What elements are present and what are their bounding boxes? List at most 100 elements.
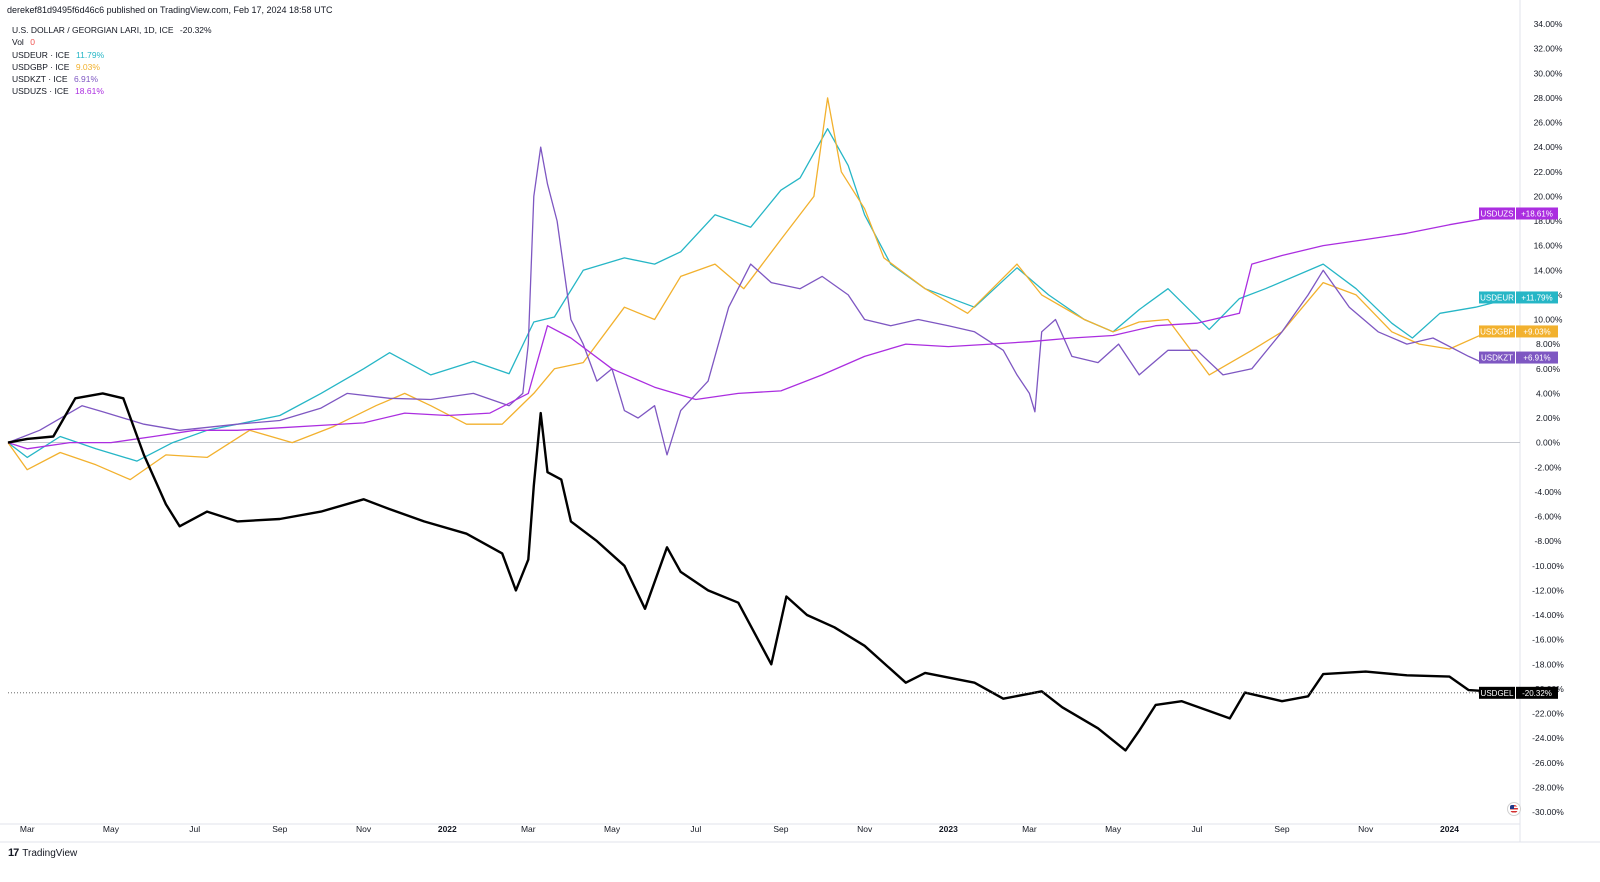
brand-name: TradingView — [22, 847, 78, 859]
y-tick-label: -28.00% — [1532, 782, 1564, 792]
y-tick-label: -8.00% — [1535, 536, 1562, 546]
legend-label: USDUZS · ICE — [12, 86, 69, 97]
series-value-tag-text: +9.03% — [1523, 327, 1550, 336]
publisher-line: derekef81d9495f6d46c6 published on Tradi… — [7, 5, 333, 15]
legend-label: USDKZT · ICE — [12, 74, 68, 85]
y-tick-label: -16.00% — [1532, 635, 1564, 645]
y-tick-label: 24.00% — [1534, 142, 1563, 152]
series-value-tag — [1516, 325, 1558, 338]
series-name-tag-text: USDKZT — [1481, 354, 1513, 363]
series-line-usdkzt — [7, 146, 1515, 456]
y-tick-label: 32.00% — [1534, 44, 1563, 54]
legend-value: 18.61% — [75, 86, 104, 97]
y-tick-label: 16.00% — [1534, 241, 1563, 251]
x-tick-label: Jul — [1191, 824, 1202, 834]
series-name-tag-text: USDEUR — [1480, 293, 1514, 302]
y-tick-label: 14.00% — [1534, 265, 1563, 275]
series-name-tag-text: USDGEL — [1481, 689, 1514, 698]
series-value-tag — [1516, 351, 1558, 364]
y-tick-label: 26.00% — [1534, 118, 1563, 128]
series-line-usdgel — [7, 392, 1515, 752]
legend-row-usduzs[interactable]: USDUZS · ICE 18.61% — [12, 85, 212, 97]
series-line-usdeur — [7, 128, 1515, 462]
legend-value: 11.79% — [76, 49, 105, 60]
series-value-tag — [1516, 291, 1558, 304]
x-tick-label: Mar — [1022, 824, 1037, 834]
x-tick-label: May — [604, 824, 621, 834]
y-tick-label: -26.00% — [1532, 758, 1564, 768]
legend-main-value: -20.32% — [179, 25, 212, 35]
legend-row-usdgbp[interactable]: USDGBP · ICE 9.03% — [12, 61, 212, 73]
x-tick-label: Nov — [857, 824, 873, 834]
y-tick-label: 8.00% — [1536, 339, 1561, 349]
y-tick-label: 10.00% — [1534, 315, 1563, 325]
y-tick-label: -10.00% — [1532, 561, 1564, 571]
series-value-tag-text: +11.79% — [1521, 293, 1552, 302]
x-tick-label: Mar — [20, 824, 35, 834]
y-tick-label: -4.00% — [1535, 487, 1562, 497]
legend-row-usdkzt[interactable]: USDKZT · ICE 6.91% — [12, 73, 212, 85]
legend: U.S. DOLLAR / GEORGIAN LARI, 1D, ICE -20… — [12, 24, 212, 98]
tv-logo-icon: 17 — [8, 847, 19, 859]
legend-vol-row[interactable]: Vol 0 — [12, 36, 212, 48]
y-tick-label: 34.00% — [1534, 19, 1563, 29]
legend-main-title: U.S. DOLLAR / GEORGIAN LARI, 1D, ICE — [12, 25, 174, 35]
y-tick-label: 2.00% — [1536, 413, 1561, 423]
x-tick-label: May — [103, 824, 120, 834]
y-tick-label: -24.00% — [1532, 733, 1564, 743]
series-name-tag-text: USDUZS — [1481, 209, 1514, 218]
series-value-tag — [1516, 686, 1558, 699]
y-tick-label: 4.00% — [1536, 388, 1561, 398]
y-tick-label: -2.00% — [1535, 462, 1562, 472]
footer-branding[interactable]: 17 TradingView — [8, 847, 77, 859]
y-tick-label: -22.00% — [1532, 709, 1564, 719]
y-tick-label: -30.00% — [1532, 807, 1564, 817]
series-value-tag-text: -20.32% — [1522, 689, 1552, 698]
series-name-tag — [1479, 686, 1515, 699]
legend-row-usdeur[interactable]: USDEUR · ICE 11.79% — [12, 49, 212, 61]
y-tick-label: -18.00% — [1532, 659, 1564, 669]
x-tick-label: 2024 — [1440, 824, 1459, 834]
series-name-tag — [1479, 207, 1515, 220]
legend-label: USDEUR · ICE — [12, 49, 70, 60]
y-tick-label: -6.00% — [1535, 512, 1562, 522]
series-name-tag-text: USDGBP — [1480, 327, 1514, 336]
x-tick-label: Nov — [356, 824, 372, 834]
x-tick-label: Sep — [773, 824, 788, 834]
x-tick-label: Mar — [521, 824, 536, 834]
series-value-tag-text: +18.61% — [1521, 209, 1553, 218]
y-tick-label: 18.00% — [1534, 216, 1563, 226]
series-value-tag-text: +6.91% — [1523, 354, 1550, 363]
y-tick-label: 20.00% — [1534, 191, 1563, 201]
x-tick-label: 2023 — [939, 824, 958, 834]
x-tick-label: 2022 — [438, 824, 457, 834]
series-name-tag — [1479, 325, 1515, 338]
y-tick-label: 30.00% — [1534, 68, 1563, 78]
legend-label: USDGBP · ICE — [12, 61, 70, 72]
series-line-usdgbp — [7, 97, 1515, 481]
series-name-tag — [1479, 351, 1515, 364]
y-tick-label: 6.00% — [1536, 364, 1561, 374]
y-tick-label: 28.00% — [1534, 93, 1563, 103]
legend-main-row[interactable]: U.S. DOLLAR / GEORGIAN LARI, 1D, ICE -20… — [12, 24, 212, 36]
x-tick-label: Jul — [690, 824, 701, 834]
y-tick-label: -14.00% — [1532, 610, 1564, 620]
series-name-tag — [1479, 291, 1515, 304]
legend-value: 9.03% — [75, 61, 100, 72]
legend-value: 6.91% — [73, 74, 99, 85]
us-flag-icon[interactable] — [1507, 802, 1521, 816]
x-tick-label: May — [1105, 824, 1122, 834]
x-tick-label: Sep — [1274, 824, 1289, 834]
x-tick-label: Sep — [272, 824, 287, 834]
y-tick-label: 0.00% — [1536, 438, 1561, 448]
y-tick-label: -12.00% — [1532, 585, 1564, 595]
y-tick-label: 22.00% — [1534, 167, 1563, 177]
x-tick-label: Nov — [1358, 824, 1374, 834]
legend-vol-value: 0 — [30, 37, 35, 48]
x-tick-label: Jul — [189, 824, 200, 834]
series-line-usduzs — [7, 212, 1515, 450]
series-value-tag — [1516, 207, 1558, 220]
legend-vol-label: Vol — [12, 37, 24, 48]
